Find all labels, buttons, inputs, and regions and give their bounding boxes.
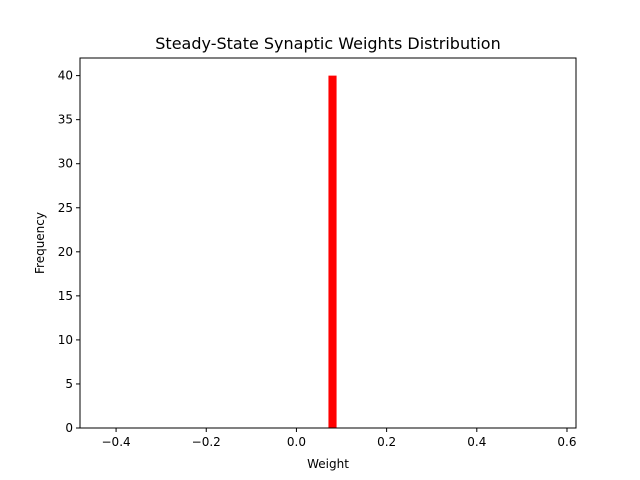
x-tick-label: 0.4: [467, 435, 486, 449]
x-tick-label: −0.2: [192, 435, 221, 449]
plot-frame: [79, 57, 577, 429]
y-tick-label: 10: [58, 333, 73, 347]
x-tick-label: −0.4: [102, 435, 131, 449]
x-tick-label: 0.2: [377, 435, 396, 449]
x-tick-label: 0.6: [557, 435, 576, 449]
y-tick-label: 30: [58, 157, 73, 171]
y-tick-label: 0: [65, 421, 73, 435]
y-tick-label: 20: [58, 245, 73, 259]
bars-layer: [328, 75, 337, 428]
y-tick-label: 35: [58, 113, 73, 127]
x-axis: −0.4 −0.2 0.0 0.2 0.4 0.6: [102, 428, 577, 449]
y-tick-label: 5: [65, 377, 73, 391]
y-axis-label: Frequency: [33, 212, 47, 274]
histogram-bar: [328, 75, 337, 428]
x-axis-label: Weight: [307, 457, 349, 471]
x-tick-label: 0.0: [287, 435, 306, 449]
y-tick-label: 25: [58, 201, 73, 215]
y-axis: 0 5 10 15 20 25 30 35 40: [58, 69, 80, 435]
y-tick-label: 15: [58, 289, 73, 303]
chart-title: Steady-State Synaptic Weights Distributi…: [155, 34, 500, 53]
y-tick-label: 40: [58, 69, 73, 83]
